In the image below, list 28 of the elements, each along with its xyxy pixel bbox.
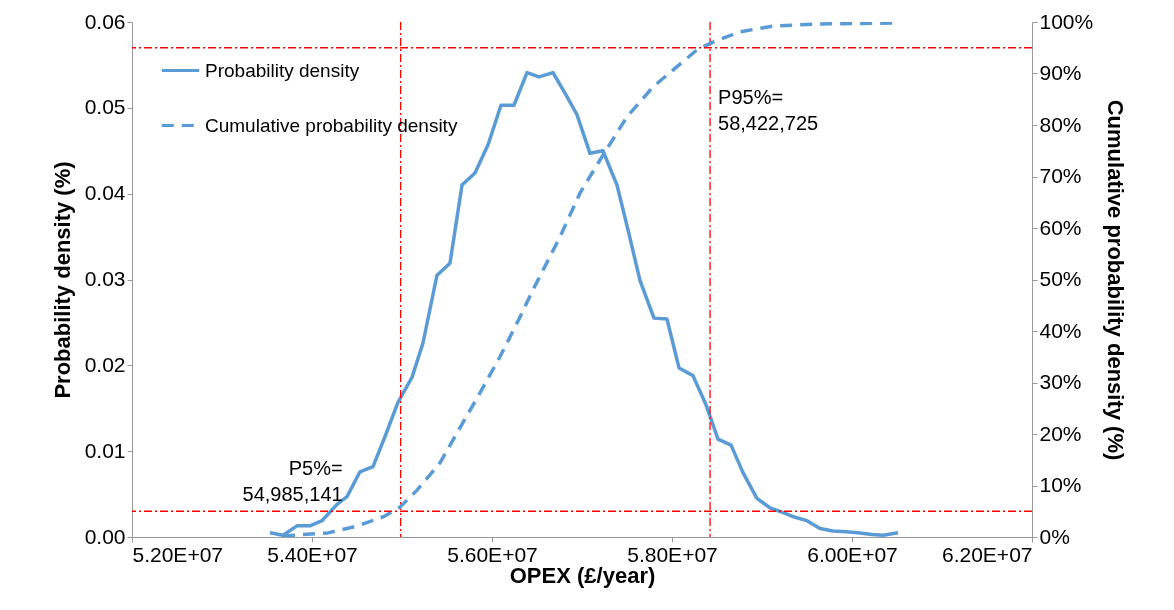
y-tick-label: 0.03 xyxy=(84,267,126,290)
y-tick-label: 0.06 xyxy=(84,9,126,33)
y-tick-label: 0.01 xyxy=(84,438,126,462)
y2-tick-label: 50% xyxy=(1039,267,1082,290)
y2-tick-label: 90% xyxy=(1039,61,1082,84)
x-tick-label: 6.20E+07 xyxy=(941,542,1033,566)
y2-tick-label: 20% xyxy=(1039,421,1082,445)
y-tick-label: 0.00 xyxy=(84,524,126,548)
y2-tick-label: 0% xyxy=(1039,524,1070,548)
x-tick-label: 5.40E+07 xyxy=(267,542,358,566)
legend-label: Cumulative probability density xyxy=(205,114,458,136)
y2-axis-title: Cumulative probability density (%) xyxy=(1103,99,1129,461)
y2-tick-label: 100% xyxy=(1039,9,1094,33)
legend-label: Probability density xyxy=(205,59,360,81)
y2-tick-label: 30% xyxy=(1039,370,1082,393)
y-tick-label: 0.05 xyxy=(84,95,126,119)
x-tick-label: 6.00E+07 xyxy=(807,542,898,566)
y2-tick-label: 40% xyxy=(1039,318,1082,342)
y2-tick-label: 80% xyxy=(1039,112,1082,136)
y2-tick-label: 60% xyxy=(1039,215,1082,239)
y-axis-title: Probability density (%) xyxy=(49,161,75,399)
annotation: P95%= 58,422,725 xyxy=(718,85,819,134)
y2-tick-label: 10% xyxy=(1039,473,1082,496)
y-tick-label: 0.02 xyxy=(84,352,126,376)
y2-tick-label: 70% xyxy=(1039,164,1082,187)
y-tick-label: 0.04 xyxy=(84,181,126,205)
x-tick-label: 5.20E+07 xyxy=(132,542,224,566)
annotation: P5%= 54,985,141 xyxy=(242,457,343,506)
